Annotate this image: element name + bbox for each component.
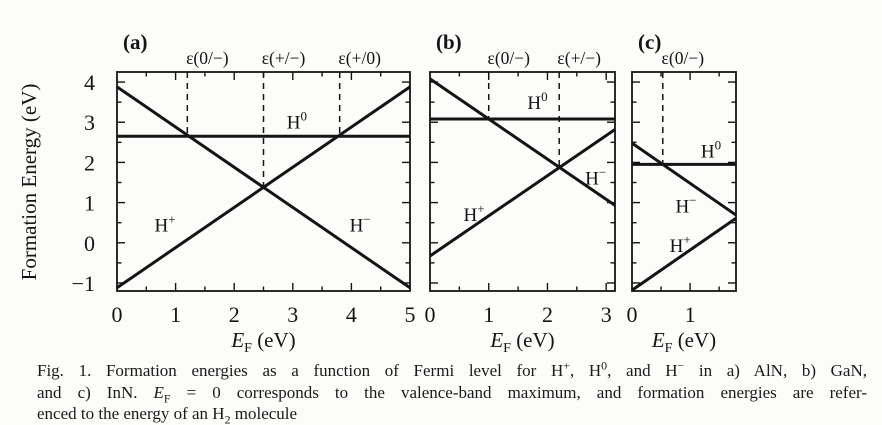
caption-line-1: Fig. 1. Formation energies as a function…: [37, 358, 868, 380]
transition-label: ε(0/−): [186, 48, 229, 68]
x-tick-label: 2: [542, 302, 553, 327]
plot-frame: [631, 71, 737, 292]
h-plus-line: [429, 128, 616, 258]
formation-energy-chart: ε(0/−) ε(+/−) ε(+/0) H+ H0 H− (a) 0 1 2 3 4 5 EF (eV)…: [17, 30, 737, 356]
h-minus-line: [429, 77, 616, 207]
h-minus-label: H−: [350, 212, 371, 237]
transition-label: ε(+/−): [262, 48, 306, 68]
x-tick-label: 0: [425, 302, 436, 327]
h-zero-label: H0: [527, 89, 547, 114]
x-tick-label: 0: [112, 302, 123, 327]
panel-c: ε(0/−) H+ H0 H− (c) 0 1EF (eV): [627, 30, 737, 356]
x-axis-label: EF (eV): [489, 328, 554, 356]
h-minus-line: [631, 141, 737, 217]
panel-label-b: (b): [436, 30, 462, 54]
h-zero-label: H0: [287, 108, 307, 133]
plot-frame: [429, 71, 616, 292]
x-axis-label: EF (eV): [651, 328, 716, 356]
transition-label: ε(+/0): [338, 48, 381, 68]
y-tick-label: 1: [84, 191, 95, 216]
y-tick-label: 4: [84, 70, 95, 95]
caption-line-2: and c) InN. EF = 0 corresponds to the va…: [37, 382, 867, 405]
panel-a: ε(0/−) ε(+/−) ε(+/0) H+ H0 H− (a) 0 1 2 3 4 5 EF (eV)…: [17, 30, 416, 356]
x-tick-label: 1: [170, 302, 181, 327]
h-plus-label: H+: [670, 232, 691, 257]
x-tick-label: 0: [627, 302, 638, 327]
y-axis-label: Formation Energy (eV): [17, 84, 41, 281]
x-tick-label: 3: [601, 302, 612, 327]
h-minus-label: H−: [675, 192, 696, 217]
panel-label-c: (c): [638, 30, 661, 54]
x-tick-label: 4: [346, 302, 357, 327]
h-plus-label: H+: [155, 212, 176, 237]
transition-label: ε(0/−): [487, 48, 530, 68]
h-minus-line: [116, 85, 411, 290]
x-tick-label: 1: [483, 302, 494, 327]
x-tick-label: 5: [405, 302, 416, 327]
y-tick-label: 3: [84, 110, 95, 135]
y-tick-label: 2: [84, 150, 95, 175]
x-tick-label: 2: [229, 302, 240, 327]
x-tick-label: 3: [287, 302, 298, 327]
caption-line-3: enced to the energy of an H2 molecule: [37, 404, 298, 425]
y-tick-label: −1: [72, 271, 95, 296]
transition-label: ε(+/−): [557, 48, 601, 68]
transition-label: ε(0/−): [662, 48, 705, 68]
panel-b: ε(0/−) ε(+/−) H+ H0 H− (b) 0 1 2 3 EF (eV): [425, 30, 616, 356]
h-plus-line: [631, 217, 737, 292]
x-axis-label: EF (eV): [230, 328, 295, 356]
h-plus-label: H+: [464, 201, 485, 226]
figure-caption: Fig. 1. Formation energies as a function…: [37, 358, 868, 425]
h-minus-label: H−: [585, 165, 606, 190]
panel-label-a: (a): [123, 30, 148, 54]
h-zero-label: H0: [701, 137, 721, 162]
x-tick-label: 1: [685, 302, 696, 327]
y-tick-label: 0: [84, 231, 95, 256]
axis-ticks: [632, 72, 736, 291]
